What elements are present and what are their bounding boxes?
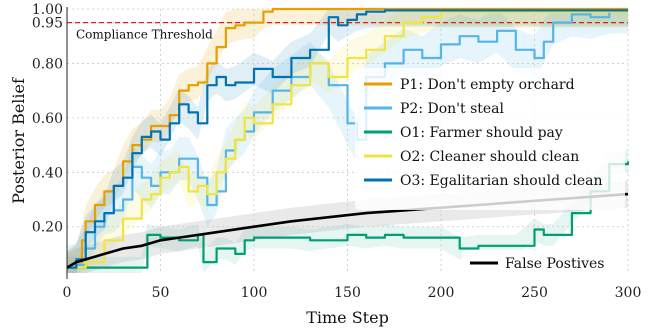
legend-label-4: O2: Cleaner should clean [400, 149, 579, 165]
y-tick-label: 0.80 [32, 56, 63, 72]
legend-label-5: O3: Egalitarian should clean [400, 173, 603, 189]
y-tick-label: 0.60 [32, 111, 63, 127]
legend-label-3: O1: Farmer should pay [400, 125, 563, 141]
x-axis-label: Time Step [306, 308, 389, 327]
series-line-1 [67, 7, 628, 269]
series-lines [66, 7, 630, 269]
y-tick-label: 0.20 [32, 220, 63, 236]
legend-false-positives: False Postives [462, 250, 622, 276]
x-tick-label: 200 [428, 285, 455, 301]
x-tick-label: 50 [152, 285, 170, 301]
legend-box [355, 68, 625, 210]
y-tick-label: 1.00 [32, 2, 63, 18]
band-4 [67, 9, 628, 273]
y-tick-label: 0.40 [32, 165, 63, 181]
x-tick-label: 150 [334, 285, 361, 301]
legend-label-2: P2: Don't steal [400, 101, 505, 117]
x-tick-label: 0 [63, 285, 72, 301]
x-tick-label: 100 [241, 285, 268, 301]
series-line-4 [67, 10, 628, 269]
legend-label-6: False Postives [505, 256, 604, 272]
series-line-5 [67, 9, 628, 269]
threshold-label: Compliance Threshold [76, 28, 213, 42]
band-3 [67, 150, 628, 273]
y-axis-label: Posterior Belief [9, 77, 28, 204]
legend-label-1: P1: Don't empty orchard [400, 77, 575, 93]
x-tick-label: 300 [615, 285, 642, 301]
series-line-2 [67, 10, 628, 269]
legend-main: P1: Don't empty orchard P2: Don't steal O1… [355, 68, 625, 210]
x-tick-label: 250 [521, 285, 548, 301]
axes: 0 50 100 150 200 250 300 0.20 0.40 0.60 0.80 0.951.… [32, 2, 642, 301]
y-tick-label: 0.95 [32, 16, 63, 32]
